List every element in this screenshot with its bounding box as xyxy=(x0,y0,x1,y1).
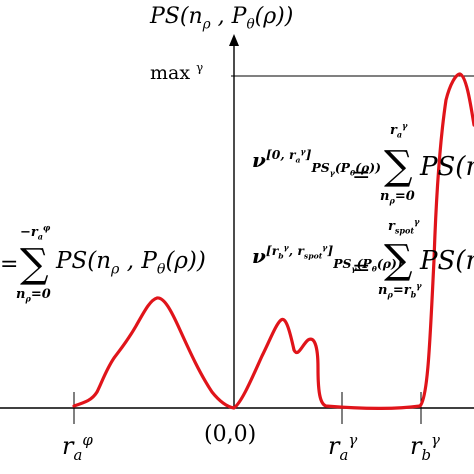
nu-formula-1-sigma: ∑ xyxy=(384,143,413,189)
origin-label: (0,0) xyxy=(204,422,257,447)
nu-formula-1-upper: raγ xyxy=(390,120,408,140)
tick-label-r-b-gamma: rbγ xyxy=(410,431,440,464)
nu-formula-2-upper: rspotγ xyxy=(388,216,420,236)
nu-formula-2-lhs: ν[rbγ, rspotγ]PSγ(Pθ(ρ)) xyxy=(252,243,403,274)
profile-curve xyxy=(72,72,474,410)
tick-label-r-a-phi: raφ xyxy=(62,431,93,464)
y-axis-arrow xyxy=(229,34,239,46)
nu-formula-2-equals: = xyxy=(352,256,371,281)
max-gamma-label: max γ xyxy=(150,60,204,84)
left-formula-lower: nρ=0 xyxy=(16,287,51,304)
left-formula-equals: = xyxy=(0,252,19,277)
left-formula-sigma: ∑ xyxy=(20,241,49,287)
nu-formula-1-tail: PS(n xyxy=(420,152,474,182)
nu-formula-2-tail: PS(n xyxy=(420,246,474,276)
nu-formula-1-equals: = xyxy=(352,163,371,188)
tick-label-r-a-gamma: raγ xyxy=(328,431,358,464)
nu-formula-1-lhs: ν[0, raγ]PSγ(Pθ(ρ)) xyxy=(252,147,381,178)
left-formula-upper: −raφ xyxy=(20,222,51,242)
left-formula-tail: PS(nρ , Pθ(ρ)) xyxy=(56,248,206,278)
y-axis-title: PS(nρ , Pθ(ρ)) xyxy=(150,4,294,33)
nu-formula-1-lower: nρ=0 xyxy=(380,189,415,206)
nu-formula-2-sigma: ∑ xyxy=(384,237,413,283)
nu-formula-2-lower: nρ=rbγ xyxy=(378,280,422,300)
